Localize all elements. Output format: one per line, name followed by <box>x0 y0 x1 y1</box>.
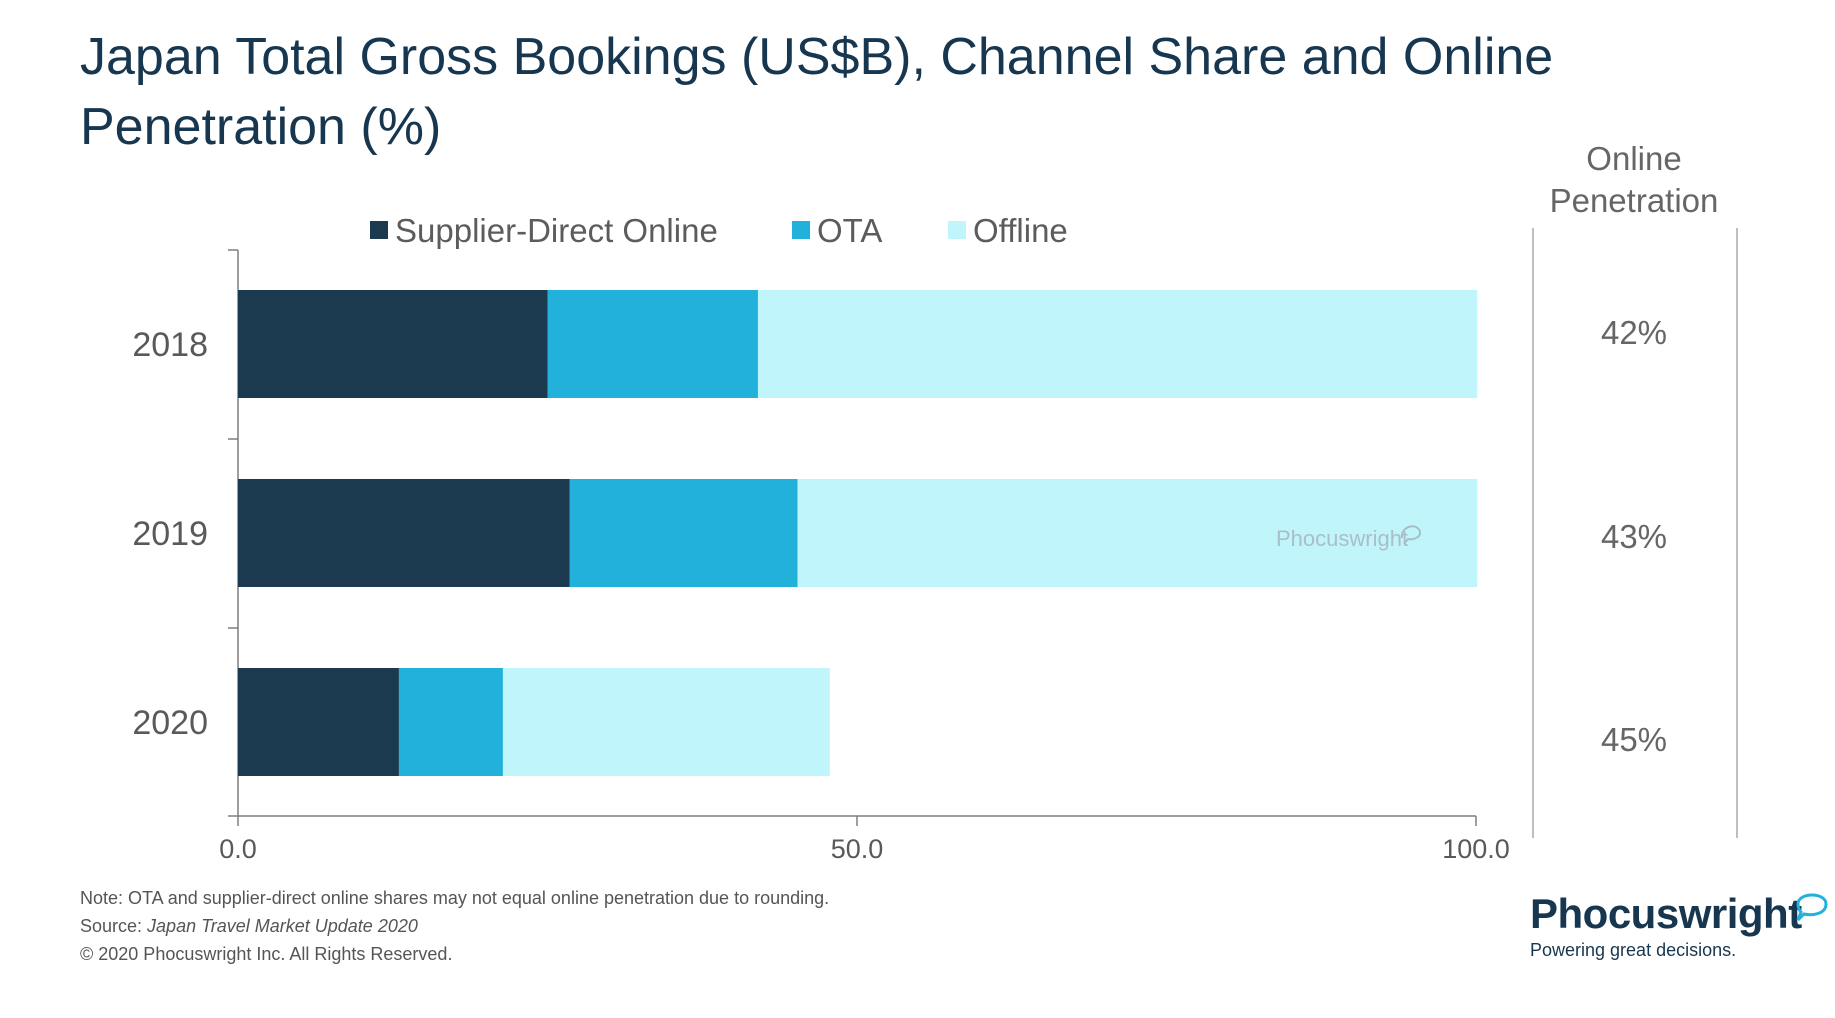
category-label-2018: 2018 <box>132 326 208 364</box>
x-tick-label-1: 50.0 <box>831 834 884 864</box>
category-label-2020: 2020 <box>132 704 208 742</box>
penetration-header-line1: Online <box>1586 140 1681 177</box>
penetration-value-2020: 45% <box>1601 721 1667 758</box>
copyright: © 2020 Phocuswright Inc. All Rights Rese… <box>80 944 453 964</box>
bar-2020-segment-2 <box>502 668 830 776</box>
watermark-bubble-icon <box>1400 525 1422 545</box>
legend-label-2: Offline <box>973 212 1068 249</box>
x-tick-label-0: 0.0 <box>219 834 257 864</box>
legend-label-1: OTA <box>817 212 882 249</box>
page-title: Japan Total Gross Bookings (US$B), Chann… <box>80 28 1554 156</box>
bar-2018-segment-2 <box>757 290 1478 398</box>
legend-swatch-0 <box>370 221 388 239</box>
penetration-value-2019: 43% <box>1601 518 1667 555</box>
bar-2019-segment-0 <box>238 479 570 587</box>
penetration-header-line2: Penetration <box>1550 182 1719 219</box>
category-label-2019: 2019 <box>132 515 208 553</box>
brand-name: Phocuswright <box>1530 890 1802 937</box>
bar-2020-segment-0 <box>238 668 399 776</box>
bar-2020-segment-1 <box>398 668 503 776</box>
x-tick-label-2: 100.0 <box>1442 834 1510 864</box>
source-line: Source: Japan Travel Market Update 2020 <box>80 916 418 937</box>
footnote: Note: OTA and supplier-direct online sha… <box>80 888 830 908</box>
legend-swatch-1 <box>792 221 810 239</box>
legend-label-0: Supplier-Direct Online <box>395 212 718 249</box>
penetration-value-2018: 42% <box>1601 314 1667 351</box>
brand-tagline: Powering great decisions. <box>1530 940 1737 960</box>
stacked-bar-chart: Supplier-Direct Online OTA Offline 0.0 50.0 1… <box>132 140 1738 864</box>
legend-swatch-2 <box>948 221 966 239</box>
brand-logo: Phocuswright Powering great decisions. <box>1530 890 1828 961</box>
bar-2019-segment-2 <box>797 479 1478 587</box>
bar-2018-segment-0 <box>238 290 548 398</box>
bar-2018-segment-1 <box>547 290 758 398</box>
bar-2019-segment-1 <box>569 479 798 587</box>
source-label: Source: <box>80 916 148 936</box>
speech-bubble-icon <box>1796 893 1828 922</box>
watermark-text: Phocuswright <box>1276 526 1408 551</box>
source-title: Japan Travel Market Update 2020 <box>147 916 418 936</box>
